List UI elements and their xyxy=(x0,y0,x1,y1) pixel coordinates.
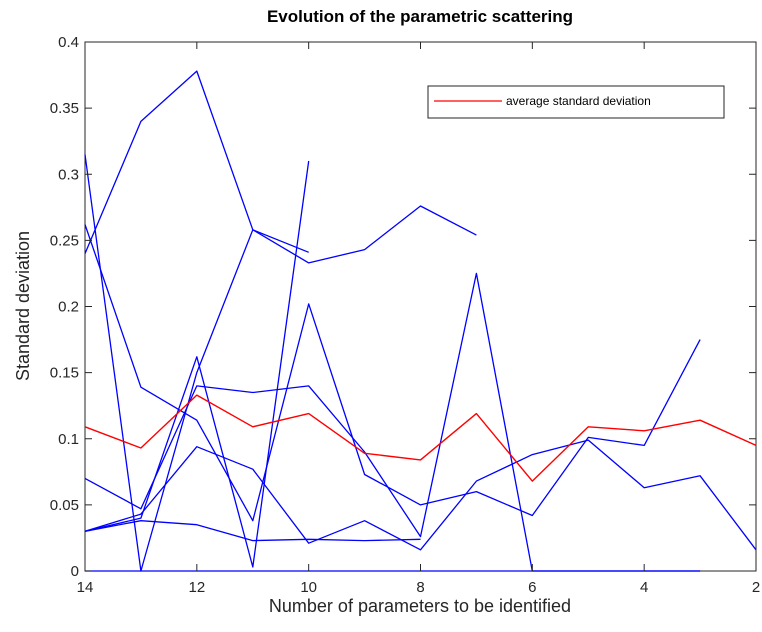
y-tick-label: 0.1 xyxy=(58,431,79,448)
chart-title: Evolution of the parametric scattering xyxy=(267,7,573,26)
series-line-1 xyxy=(84,70,309,254)
legend-box xyxy=(427,85,725,119)
x-axis-label: Number of parameters to be identified xyxy=(269,596,571,616)
x-tick-label: 6 xyxy=(528,579,536,596)
x-tick-label: 2 xyxy=(752,579,760,596)
series-line-4 xyxy=(84,160,310,568)
series-line-5 xyxy=(84,439,757,551)
plot-area xyxy=(84,41,757,572)
y-tick-label: 0.2 xyxy=(58,299,79,316)
legend: average standard deviation xyxy=(427,85,725,119)
series-line-2 xyxy=(84,154,477,572)
series-line-7 xyxy=(84,520,421,542)
x-tick-label: 8 xyxy=(416,579,424,596)
y-tick-label: 0.3 xyxy=(58,166,79,183)
y-tick-label: 0.05 xyxy=(50,497,79,514)
y-tick-label: 0.35 xyxy=(50,100,79,117)
axis-ticks: 14 12 10 8 6 4 2 0 0.05 0.1 0.15 0.2 0.25 0.3 0.35 0.4 xyxy=(50,34,760,596)
legend-label-average: average standard deviation xyxy=(506,94,651,108)
y-tick-label: 0.25 xyxy=(50,232,79,249)
y-tick-label: 0 xyxy=(71,563,79,580)
y-tick-label: 0.4 xyxy=(58,34,79,51)
series-line-average xyxy=(84,394,757,482)
x-tick-label: 10 xyxy=(300,579,317,596)
series-layer xyxy=(84,70,757,572)
x-tick-label: 12 xyxy=(188,579,205,596)
y-axis-label: Standard deviation xyxy=(13,231,33,381)
series-line-3 xyxy=(84,224,701,522)
y-tick-label: 0.15 xyxy=(50,365,79,382)
x-tick-label: 4 xyxy=(640,579,648,596)
x-tick-label: 14 xyxy=(77,579,94,596)
